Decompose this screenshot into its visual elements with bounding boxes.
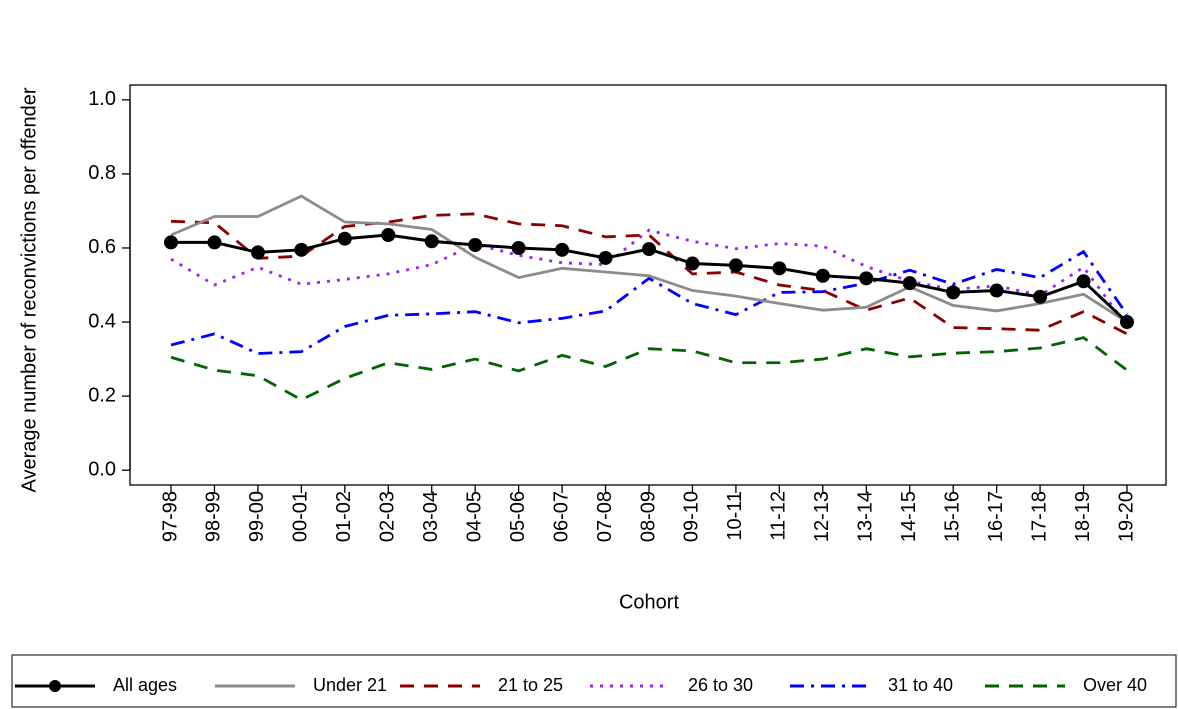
x-tick-label: 02-03 [377,491,399,542]
x-tick-label: 09-10 [681,491,703,542]
series-marker [598,250,613,265]
x-tick-label: 11-12 [768,491,790,541]
y-tick-label: 0.0 [88,458,116,480]
x-axis-label: Cohort [619,591,679,613]
y-tick-label: 0.8 [88,162,116,184]
y-tick-label: 0.2 [88,384,116,406]
series-marker [207,235,222,250]
legend-label: 31 to 40 [888,675,953,695]
series-marker [859,271,874,286]
series-marker [989,283,1004,298]
x-tick-label: 17-18 [1028,491,1050,542]
series-marker [337,231,352,246]
x-tick-label: 05-06 [507,491,529,542]
x-tick-label: 00-01 [290,491,312,542]
series-marker [642,242,656,257]
x-tick-label: 06-07 [550,491,572,542]
legend-marker [49,680,61,692]
x-tick-label: 16-17 [985,491,1007,542]
series-marker [511,240,526,255]
x-tick-label: 18-19 [1072,491,1094,542]
y-tick-label: 1.0 [88,88,116,110]
x-tick-label: 14-15 [898,491,920,542]
series-line [170,228,1129,327]
legend-label: Over 40 [1083,675,1147,695]
x-tick-label: 12-13 [811,491,833,542]
series-marker [294,242,309,257]
legend-label: All ages [113,675,177,695]
x-tick-label: 98-99 [203,491,225,542]
series-marker [946,285,961,300]
x-tick-label: 13-14 [855,491,877,542]
series-marker [815,268,830,283]
series-marker [902,276,917,291]
series-line [170,194,1128,324]
x-tick-label: 97-98 [159,491,181,542]
series-marker [728,258,743,273]
series-marker [685,256,700,271]
x-tick-label: 10-11 [724,491,746,541]
legend-box [11,654,1177,708]
series-marker [424,234,439,249]
series-line [170,249,1129,355]
y-tick-label: 0.6 [88,236,116,258]
series-marker [1033,289,1048,304]
series-marker [468,238,483,252]
legend-label: Under 21 [313,675,387,695]
series-marker [772,261,787,276]
series-line [170,336,1128,402]
x-tick-label: 07-08 [594,491,616,542]
legend-label: 26 to 30 [688,675,753,695]
series-marker [381,228,396,242]
series-marker [164,235,178,250]
plot-frame [129,84,1167,486]
x-tick-label: 19-20 [1115,491,1137,542]
series-line [170,212,1128,336]
x-tick-label: 01-02 [333,491,355,542]
series-marker [1120,315,1134,330]
x-tick-label: 08-09 [637,491,659,542]
legend-label: 21 to 25 [498,675,563,695]
y-axis-label: Average number of reconvictions per offe… [18,87,40,492]
y-tick-label: 0.4 [88,310,116,332]
series-marker [250,245,265,260]
x-tick-label: 03-04 [420,491,442,542]
x-tick-label: 99-00 [246,491,268,542]
x-tick-label: 15-16 [941,491,963,542]
series-marker [1076,274,1091,289]
x-tick-label: 04-05 [463,491,485,542]
series-marker [555,242,570,257]
